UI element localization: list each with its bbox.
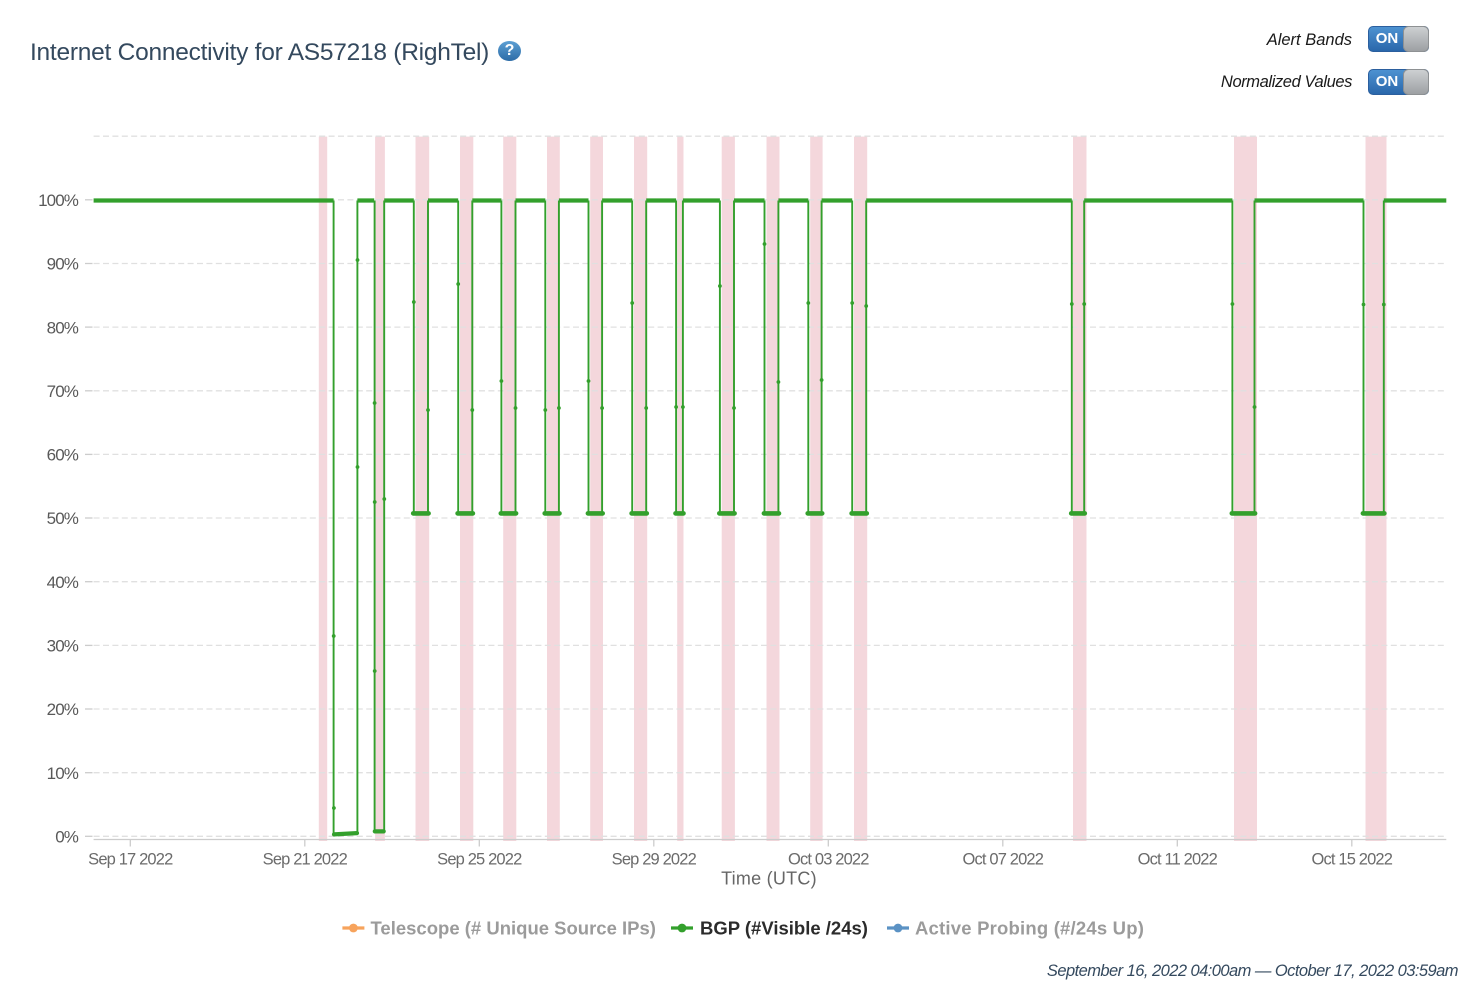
svg-text:Time (UTC): Time (UTC) [721,869,817,889]
svg-text:30%: 30% [47,637,79,656]
svg-text:50%: 50% [47,509,79,528]
svg-text:BGP (#Visible /24s): BGP (#Visible /24s) [700,918,868,939]
svg-text:70%: 70% [47,382,79,401]
svg-text:Oct 11 2022: Oct 11 2022 [1138,851,1218,869]
svg-text:Sep 25 2022: Sep 25 2022 [437,851,522,869]
svg-text:0%: 0% [55,828,79,847]
svg-text:60%: 60% [47,446,79,465]
svg-text:Oct 07 2022: Oct 07 2022 [963,851,1044,869]
svg-text:20%: 20% [47,700,79,719]
svg-text:Sep 17 2022: Sep 17 2022 [88,851,173,869]
svg-text:40%: 40% [47,573,79,592]
svg-text:Oct 03 2022: Oct 03 2022 [788,851,869,869]
svg-text:100%: 100% [38,191,79,210]
svg-text:Oct 15 2022: Oct 15 2022 [1312,851,1393,869]
svg-text:Sep 29 2022: Sep 29 2022 [612,851,697,869]
svg-text:90%: 90% [47,255,79,274]
svg-text:10%: 10% [47,764,79,783]
svg-text:80%: 80% [47,318,79,337]
svg-text:Telescope (# Unique Source IPs: Telescope (# Unique Source IPs) [371,918,656,939]
svg-text:Active Probing (#/24s Up): Active Probing (#/24s Up) [915,918,1144,939]
svg-text:Sep 21 2022: Sep 21 2022 [263,851,348,869]
